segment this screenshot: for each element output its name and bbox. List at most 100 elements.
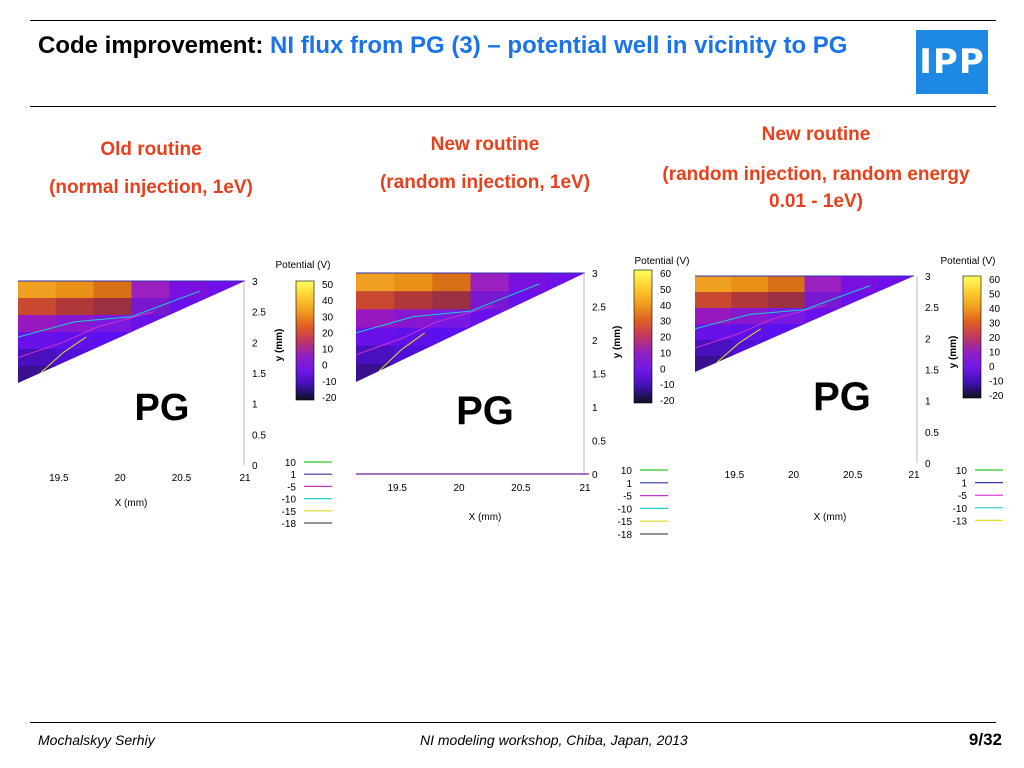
heatmap-cell xyxy=(432,327,471,347)
colorbar-gradient xyxy=(633,269,653,404)
colorbar-tick-label: 50 xyxy=(322,280,334,291)
plot-panel-3: 3 2.5 2 1.5 1 0.5 0 19.5 20 20.5 21 X (mm) PG Potenti… xyxy=(695,256,1004,527)
heatmap-cell xyxy=(470,309,510,328)
heatmap-cell xyxy=(546,345,585,365)
heatmap-cell xyxy=(804,276,842,293)
heatmap-cell xyxy=(207,332,245,350)
heatmap-cell xyxy=(768,276,805,293)
legend-label: -5 xyxy=(958,491,967,502)
colorbar-tick-label: 50 xyxy=(989,290,1001,301)
heatmap-cell xyxy=(432,363,471,382)
heatmap-cell xyxy=(546,273,585,292)
legend-label: -18 xyxy=(618,530,633,541)
heatmap-cell xyxy=(356,309,395,328)
pg-annotation: PG xyxy=(813,375,871,419)
heatmap-cell xyxy=(55,315,95,333)
heatmap-cell xyxy=(93,366,132,383)
colorbar: Potential (V) 60 50 40 30 20 10 0 -10 -20 y (mm) xyxy=(612,256,690,407)
contour-line xyxy=(695,304,827,349)
heatmap-cell xyxy=(55,298,95,316)
colorbar-tick-label: -20 xyxy=(322,393,337,404)
contour-lines xyxy=(695,285,871,363)
x-tick-label: 21 xyxy=(239,473,251,484)
heatmap-cell xyxy=(55,366,95,383)
y-axis: 3 2.5 2 1.5 1 0.5 0 xyxy=(243,277,266,472)
caption-old-routine: Old routine (normal injection, 1eV) xyxy=(20,138,282,214)
contour-line xyxy=(378,332,425,372)
heatmap-cell xyxy=(804,308,842,325)
caption-1-line2: (normal injection, 1eV) xyxy=(49,177,253,198)
heatmap-cell xyxy=(169,281,208,299)
heatmap-cell xyxy=(207,281,245,299)
heatmap-cell xyxy=(470,291,510,310)
heatmap-cell xyxy=(877,276,914,293)
x-tick-label: 21 xyxy=(908,470,920,481)
colorbar-tick-label: 20 xyxy=(322,328,334,339)
heatmap-cell xyxy=(207,298,245,316)
heatmap-cell xyxy=(731,324,769,341)
x-tick-label: 20.5 xyxy=(172,473,192,484)
caption-new-routine-2: New routine (random injection, random en… xyxy=(660,123,972,229)
heatmap-cell xyxy=(93,298,132,316)
y-axis: 3 2.5 2 1.5 1 0.5 0 xyxy=(583,269,606,481)
heatmap-cell xyxy=(394,273,433,292)
contour-lines xyxy=(356,283,540,372)
colorbar-tick-label: 60 xyxy=(989,275,1001,286)
contour-line xyxy=(716,328,761,363)
heatmap-cell xyxy=(546,327,585,347)
x-axis: 19.5 20 20.5 21 X (mm) xyxy=(49,473,251,509)
colorbar-tick-label: 20 xyxy=(989,333,1001,344)
heatmap-cell xyxy=(470,345,510,365)
y-tick-label: 1.5 xyxy=(252,369,266,380)
y-tick-label: 1.5 xyxy=(925,366,939,377)
y-tick-label: 0 xyxy=(252,461,258,472)
colorbar-tick-label: 10 xyxy=(660,348,672,359)
legend-label: 1 xyxy=(290,470,296,481)
heatmap-cell xyxy=(695,308,732,325)
title-lead: Code improvement: xyxy=(38,32,264,59)
x-tick-label: 19.5 xyxy=(725,470,745,481)
heatmap-cell xyxy=(394,327,433,347)
heatmap-cell xyxy=(18,349,57,367)
legend-label: -10 xyxy=(618,504,633,515)
colorbar-title: Potential (V) xyxy=(634,256,689,267)
heatmap-cell xyxy=(131,315,170,333)
heatmap-cell xyxy=(695,292,732,309)
heatmap-cell xyxy=(131,366,170,383)
caption-1-line1: Old routine xyxy=(100,139,202,160)
heatmap-cell xyxy=(695,324,732,341)
heatmap-cell xyxy=(877,292,914,309)
x-tick-label: 20.5 xyxy=(511,483,531,494)
heatmap-cell xyxy=(546,363,585,382)
footer-rule xyxy=(30,722,996,723)
heatmap-cell xyxy=(877,356,914,372)
heatmap-cell xyxy=(470,327,510,347)
pg-annotation: PG xyxy=(456,389,514,433)
x-tick-label: 20.5 xyxy=(843,470,863,481)
heatmap-cell xyxy=(877,308,914,325)
colorbar-gradient xyxy=(962,275,982,399)
heatmap-cell xyxy=(394,309,433,328)
colorbar-tick-label: 20 xyxy=(660,333,672,344)
heatmap-cell xyxy=(356,327,395,347)
plot-panel-1: 3 2.5 2 1.5 1 0.5 0 19.5 20 20.5 21 X (mm) PG Potenti… xyxy=(18,260,337,530)
heatmap-cell xyxy=(841,356,878,372)
colorbar-tick-label: 60 xyxy=(660,269,672,280)
heatmap-cell xyxy=(432,345,471,365)
heatmap-cell xyxy=(169,366,208,383)
heatmap-cell xyxy=(731,276,769,293)
heatmap-cells xyxy=(18,281,245,383)
legend-label: 10 xyxy=(956,466,968,477)
y-tick-label: 2 xyxy=(925,334,931,345)
footer-event: NI modeling workshop, Chiba, Japan, 2013 xyxy=(420,732,688,748)
legend-label: -10 xyxy=(953,504,968,515)
y-tick-label: 0.5 xyxy=(592,437,606,448)
legend-label: 1 xyxy=(626,479,632,490)
heatmap-cell xyxy=(18,332,57,350)
slide-title: Code improvement: NI flux from PG (3) – … xyxy=(38,30,898,62)
colorbar-tick-label: 0 xyxy=(660,364,666,375)
heatmap-cell xyxy=(93,332,132,350)
y-tick-label: 3 xyxy=(252,277,258,288)
legend-label: -10 xyxy=(282,495,297,506)
